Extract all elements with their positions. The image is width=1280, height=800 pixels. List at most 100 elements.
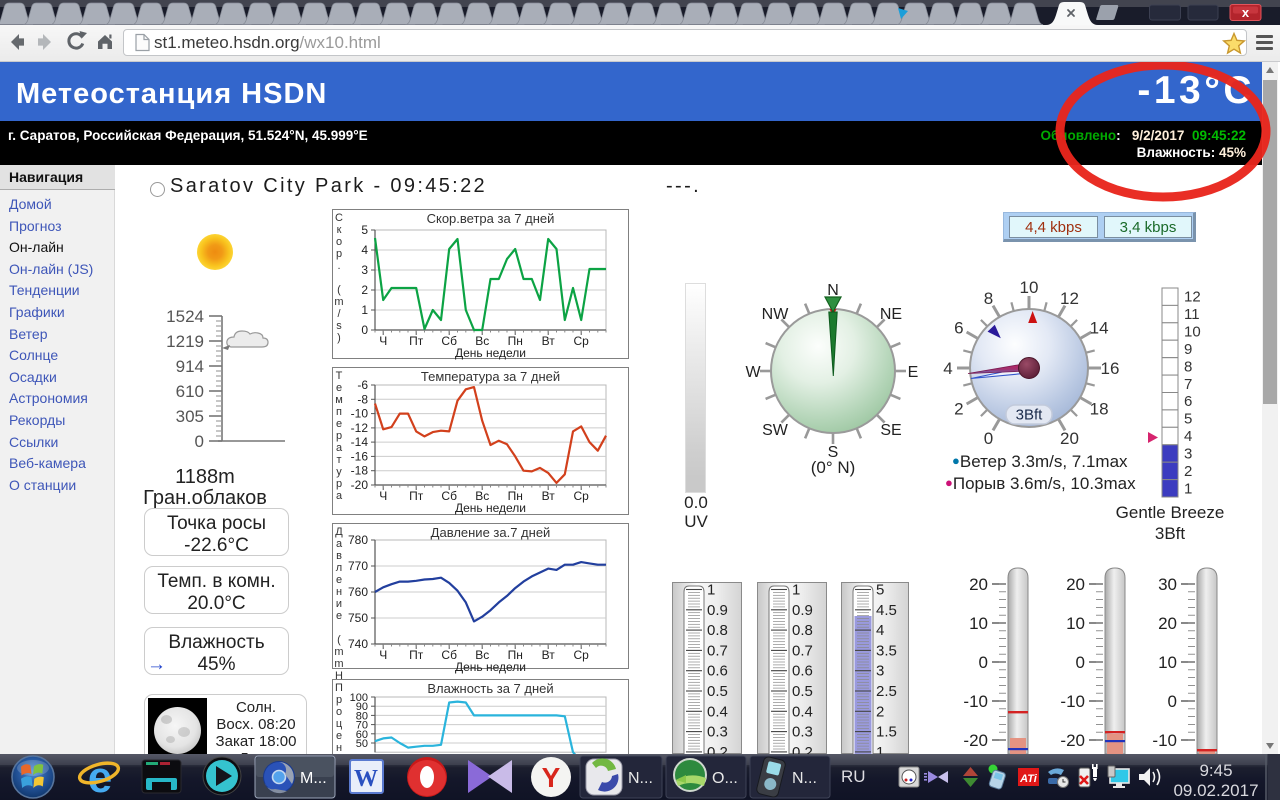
svg-text:1.5: 1.5 <box>876 724 897 741</box>
svg-text:П: П <box>335 682 343 694</box>
svg-text:е: е <box>336 730 342 742</box>
svg-text:0.2: 0.2 <box>707 744 728 754</box>
svg-text:Ч: Ч <box>379 489 387 503</box>
svg-text:р: р <box>336 478 342 490</box>
svg-text:День недели: День недели <box>455 660 526 674</box>
svg-text:16: 16 <box>1101 359 1120 378</box>
svg-text:Пт: Пт <box>409 648 424 662</box>
svg-text:0.5: 0.5 <box>792 683 813 700</box>
svg-text:SW: SW <box>762 422 789 439</box>
svg-text:е: е <box>336 610 342 622</box>
svg-text:0.5: 0.5 <box>707 683 728 700</box>
svg-text:Вс: Вс <box>475 334 489 348</box>
svg-text:0: 0 <box>984 429 993 448</box>
svg-text:11: 11 <box>1184 306 1200 323</box>
svg-text:(0° N): (0° N) <box>811 458 856 477</box>
svg-text:4: 4 <box>943 359 952 378</box>
svg-text:е: е <box>336 574 342 586</box>
svg-text:9:45: 9:45 <box>1199 761 1232 780</box>
svg-text:о: о <box>336 706 342 718</box>
svg-text:W: W <box>354 766 378 792</box>
svg-text:-20: -20 <box>1060 731 1085 750</box>
svg-text:750: 750 <box>348 611 368 625</box>
svg-text:а: а <box>336 442 343 454</box>
svg-text:-20: -20 <box>351 478 369 492</box>
svg-text:0: 0 <box>1168 692 1177 711</box>
svg-text:100: 100 <box>350 692 368 704</box>
svg-text:-14: -14 <box>351 435 369 449</box>
svg-text:1: 1 <box>792 582 800 599</box>
svg-text:10: 10 <box>1066 614 1085 633</box>
svg-text:-10: -10 <box>963 692 988 711</box>
svg-text:SE: SE <box>880 422 901 439</box>
svg-text:Вт: Вт <box>542 334 556 348</box>
svg-text:0.2: 0.2 <box>792 744 813 754</box>
svg-text:0: 0 <box>195 432 204 451</box>
svg-text:3: 3 <box>876 663 884 680</box>
svg-text:N...: N... <box>628 770 653 787</box>
svg-text:2: 2 <box>1184 463 1192 480</box>
svg-text:-6: -6 <box>357 378 368 392</box>
svg-text:н: н <box>336 742 342 754</box>
svg-text:-10: -10 <box>1152 731 1177 750</box>
svg-text:NW: NW <box>762 306 790 323</box>
svg-text:4: 4 <box>876 622 884 639</box>
svg-text:Ср: Ср <box>574 489 590 503</box>
svg-text:1524: 1524 <box>166 307 204 326</box>
svg-text:ц: ц <box>336 718 343 730</box>
svg-text:3: 3 <box>361 263 368 277</box>
svg-text:Вс: Вс <box>475 489 489 503</box>
svg-text:1: 1 <box>1184 480 1192 497</box>
svg-text:10: 10 <box>1184 324 1201 341</box>
svg-text:18: 18 <box>1090 400 1109 419</box>
svg-text:Вт: Вт <box>542 648 556 662</box>
svg-text:Влажность за 7 дней: Влажность за 7 дней <box>427 681 553 696</box>
svg-text:м: м <box>335 394 343 406</box>
svg-text:п: п <box>336 406 342 418</box>
svg-text:-8: -8 <box>357 392 368 406</box>
svg-text:Температура за 7 дней: Температура за 7 дней <box>421 369 560 384</box>
svg-text:): ) <box>337 332 341 344</box>
svg-text:Ч: Ч <box>379 334 387 348</box>
svg-text:Пт: Пт <box>409 489 424 503</box>
svg-text:у: у <box>336 466 342 478</box>
svg-text:305: 305 <box>176 407 204 426</box>
svg-text:7: 7 <box>1184 376 1192 393</box>
svg-text:740: 740 <box>348 637 368 651</box>
svg-text:р: р <box>336 694 342 706</box>
svg-text:10: 10 <box>969 614 988 633</box>
svg-text:/: / <box>337 308 341 320</box>
svg-text:2.5: 2.5 <box>876 683 897 700</box>
svg-text:Y: Y <box>542 762 561 793</box>
svg-text:m: m <box>334 646 343 658</box>
svg-text:12: 12 <box>1184 289 1201 306</box>
svg-text:0.8: 0.8 <box>792 622 813 639</box>
svg-text:90: 90 <box>356 701 368 713</box>
svg-text:5: 5 <box>1184 411 1192 428</box>
svg-text:0.6: 0.6 <box>792 663 813 680</box>
svg-text:09.02.2017: 09.02.2017 <box>1173 781 1258 800</box>
svg-text:(: ( <box>337 634 341 646</box>
svg-text:Ср: Ср <box>574 334 590 348</box>
svg-text:12: 12 <box>1060 289 1079 308</box>
svg-text:M...: M... <box>300 770 327 787</box>
svg-text:0.4: 0.4 <box>707 703 728 720</box>
svg-text:0.8: 0.8 <box>707 622 728 639</box>
svg-text:ATi: ATi <box>1019 773 1038 785</box>
svg-text:9: 9 <box>1184 341 1192 358</box>
svg-text:-10: -10 <box>351 407 369 421</box>
svg-text:RU: RU <box>841 767 866 786</box>
svg-text:т: т <box>336 454 341 466</box>
svg-text:-18: -18 <box>351 464 369 478</box>
svg-text:20: 20 <box>1158 614 1177 633</box>
svg-text:S: S <box>828 444 839 461</box>
svg-text:0.3: 0.3 <box>707 724 728 741</box>
svg-text:Вс: Вс <box>475 648 489 662</box>
svg-text:0.9: 0.9 <box>792 602 813 619</box>
svg-text:8: 8 <box>1184 358 1192 375</box>
svg-text:и: и <box>336 598 342 610</box>
svg-text:4: 4 <box>1184 428 1192 445</box>
svg-text:O...: O... <box>712 770 738 787</box>
svg-text:1219: 1219 <box>166 332 204 351</box>
svg-text:Пн: Пн <box>508 489 523 503</box>
